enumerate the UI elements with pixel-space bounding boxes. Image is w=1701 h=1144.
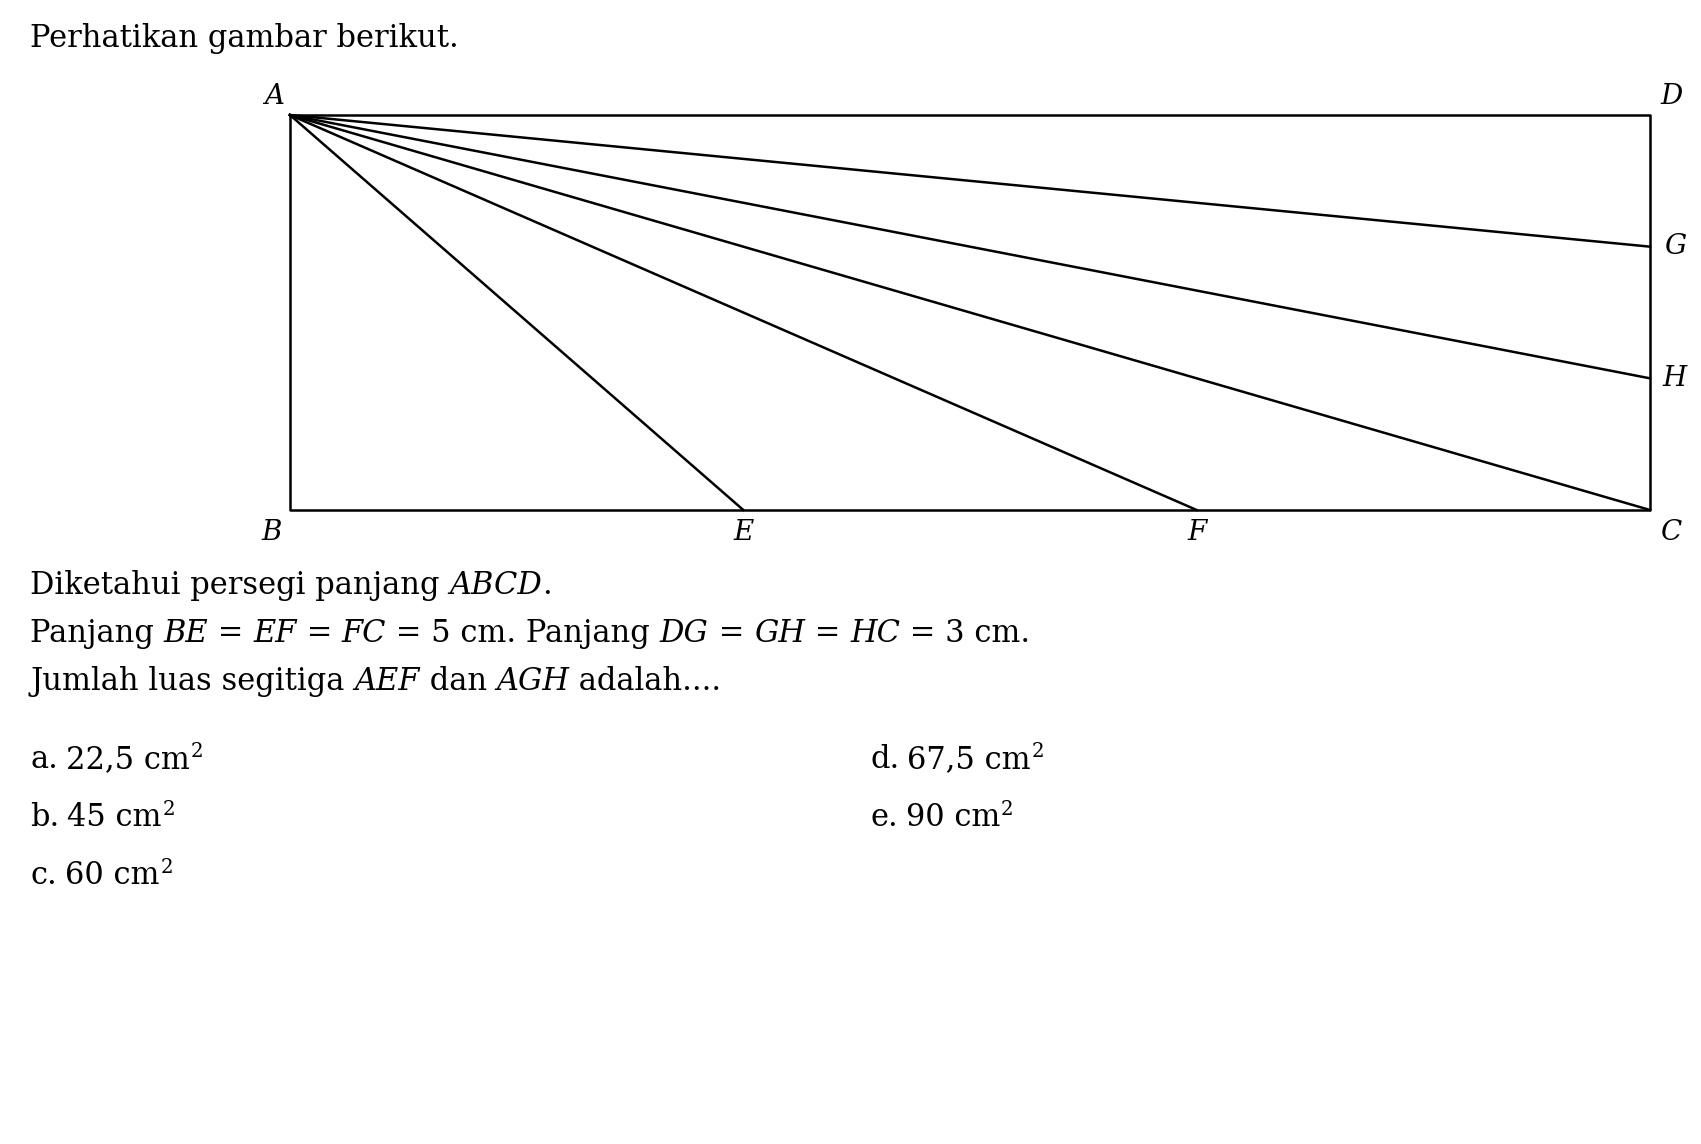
Text: =: = [208,618,253,649]
Text: C: C [1662,518,1682,546]
Text: =: = [296,618,342,649]
Text: .: . [543,570,551,601]
Text: e.: e. [869,802,898,833]
Text: AEF: AEF [354,666,420,697]
Text: DG: DG [660,618,709,649]
Text: 2: 2 [160,858,174,877]
Text: FC: FC [342,618,386,649]
Text: Diketahui persegi panjang: Diketahui persegi panjang [31,570,449,601]
Text: c.: c. [31,860,56,891]
Text: BE: BE [163,618,208,649]
Text: Perhatikan gambar berikut.: Perhatikan gambar berikut. [31,23,459,54]
Text: =: = [709,618,754,649]
Text: Panjang: Panjang [31,618,163,649]
Text: adalah....: adalah.... [570,666,721,697]
Text: d.: d. [869,744,900,774]
Text: H: H [1664,365,1687,392]
Text: a.: a. [31,744,58,774]
Text: b.: b. [31,802,60,833]
Text: dan: dan [420,666,497,697]
Text: HC: HC [850,618,900,649]
Text: G: G [1664,233,1686,260]
Text: 60 cm: 60 cm [65,860,160,891]
Text: 45 cm: 45 cm [68,802,162,833]
Text: F: F [1187,518,1206,546]
Text: A: A [264,84,284,111]
Text: 2: 2 [1002,800,1014,819]
Text: B: B [262,518,282,546]
Text: = 3 cm.: = 3 cm. [900,618,1031,649]
Text: 2: 2 [163,800,175,819]
Text: = 5 cm. Panjang: = 5 cm. Panjang [386,618,660,649]
Text: 22,5 cm: 22,5 cm [66,744,191,774]
Text: D: D [1660,84,1682,111]
Text: =: = [805,618,850,649]
Text: ABCD: ABCD [449,570,543,601]
Text: EF: EF [253,618,296,649]
Text: Jumlah luas segitiga: Jumlah luas segitiga [31,666,354,697]
Text: 67,5 cm: 67,5 cm [907,744,1031,774]
Text: AGH: AGH [497,666,570,697]
Text: 90 cm: 90 cm [905,802,1000,833]
Text: GH: GH [754,618,805,649]
Text: E: E [733,518,754,546]
Text: 2: 2 [1033,742,1044,761]
Text: 2: 2 [191,742,204,761]
